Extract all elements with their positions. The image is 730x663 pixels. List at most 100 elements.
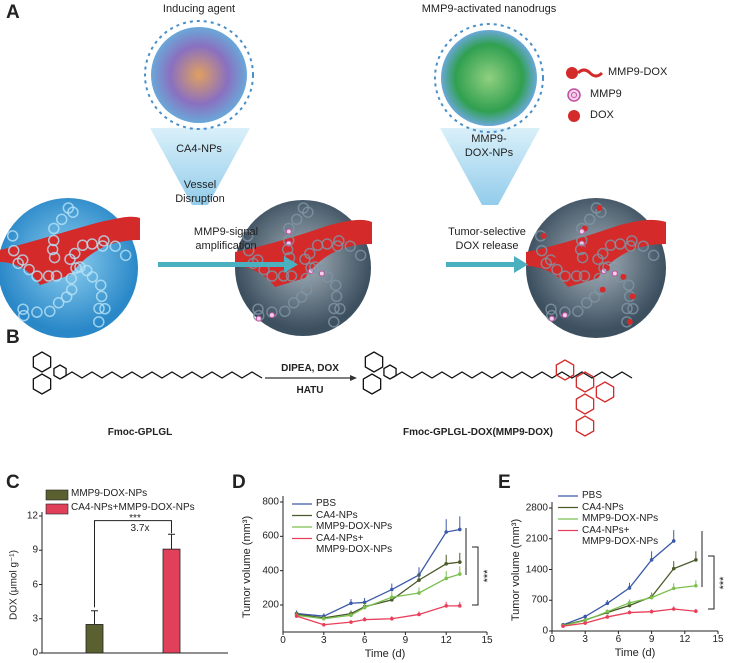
- y-tick-label: 9: [32, 544, 38, 556]
- tumor-cell: [47, 234, 60, 247]
- legend-mmp9: MMP9: [590, 88, 622, 100]
- legend-dox: DOX: [590, 109, 614, 121]
- significance-bracket: [94, 520, 172, 608]
- tumor-cell: [281, 243, 294, 256]
- tumor-cell: [331, 240, 344, 252]
- tumor-cell: [94, 279, 107, 291]
- tumor-cell: [290, 213, 303, 226]
- tumor-cell: [535, 244, 548, 257]
- enzyme-ring-icon: [567, 88, 581, 102]
- tumor-cell: [46, 243, 59, 256]
- significance-bracket: [708, 555, 715, 610]
- x-tick-label: 3: [582, 634, 588, 645]
- dox-dot: [599, 286, 606, 293]
- tumor-cell: [300, 272, 313, 285]
- bar: [85, 624, 104, 654]
- tumor-cell: [627, 303, 639, 315]
- tumor-cell: [76, 239, 89, 252]
- fold-change-label: 3.7x: [130, 522, 150, 534]
- tumor-cell: [74, 261, 86, 273]
- tumor-cell: [93, 316, 105, 328]
- tumor-cell: [64, 253, 76, 265]
- amplification-label-2: amplification: [195, 240, 257, 252]
- x-axis-label: Time (d): [364, 648, 406, 660]
- tumor-cell: [580, 297, 593, 309]
- tumor-cell: [65, 272, 78, 285]
- y-tick-label: 0: [32, 647, 38, 659]
- y-tick-label: 800: [262, 496, 279, 508]
- y-tick-label: 3: [32, 613, 38, 625]
- peptide-drug-icon: [566, 67, 604, 79]
- series-line: [296, 528, 460, 617]
- x-tick-label: 0: [549, 634, 555, 645]
- funnel-1: [150, 128, 250, 205]
- legend-label: PBS: [316, 498, 337, 509]
- panel-label-a: A: [6, 2, 20, 23]
- mmp9-dot: [561, 312, 568, 319]
- tumor-cell: [252, 303, 264, 315]
- x-tick-label: 6: [615, 634, 622, 645]
- panel-label-c: C: [6, 472, 20, 493]
- product-name: Fmoc-GPLGL-DOX(MMP9-DOX): [403, 427, 553, 438]
- tumor-cell: [18, 309, 30, 322]
- dox-dot: [629, 293, 636, 300]
- mmp9-dot: [268, 312, 275, 319]
- tumor-cell: [328, 316, 340, 328]
- x-tick-label: 12: [440, 635, 452, 646]
- tumor-cell: [551, 263, 563, 276]
- significance-label: ***: [129, 512, 141, 524]
- tumor-cell: [559, 270, 571, 282]
- legend-label: CA4-NPs+MMP9-DOX-NPs: [71, 502, 195, 513]
- tumor-cell: [300, 283, 313, 296]
- dox-dot: [626, 318, 633, 325]
- series-line: [562, 608, 696, 627]
- legend-label: CA4-NPs+: [316, 532, 364, 544]
- release-label-1: Tumor-selective: [448, 226, 526, 238]
- vessel-label-1: Vessel: [183, 179, 217, 191]
- tumor-cell: [570, 270, 583, 282]
- tumor-cell: [277, 270, 290, 282]
- tumor-cell: [241, 230, 254, 242]
- arrow-amplification: [158, 256, 298, 273]
- tumor-cell: [592, 253, 604, 265]
- panel-label-e: E: [498, 472, 511, 493]
- y-axis-label: DOX (μmol g⁻¹): [8, 550, 20, 620]
- tumor-cell: [50, 270, 63, 282]
- y-tick-label: 200: [262, 599, 279, 611]
- chain: [391, 371, 633, 379]
- tumor-cell: [48, 251, 61, 264]
- series-line: [562, 540, 675, 626]
- y-tick-label: 1400: [525, 564, 548, 575]
- mmp9-dox-nanoparticle: [441, 30, 537, 126]
- tumor-cell: [279, 305, 291, 318]
- tumor-cell: [62, 202, 75, 214]
- tumor-cell: [545, 303, 557, 315]
- inducing-agent-title: Inducing agent: [162, 3, 236, 15]
- ca4-nps-label: CA4-NPs: [176, 143, 222, 155]
- y-tick-label: 2800: [525, 502, 548, 514]
- tumor-cell: [593, 272, 606, 285]
- dox-dot: [580, 246, 587, 253]
- tumor-cell: [52, 297, 65, 309]
- legend-label: MMP9-DOX-NPs: [316, 544, 393, 555]
- y-axis-label: Tumor volume (mm³): [241, 515, 253, 619]
- series-line: [296, 605, 460, 626]
- significance-bracket: [472, 546, 479, 606]
- tumor-cell: [354, 249, 367, 262]
- tumor-cell: [622, 279, 635, 291]
- tumor-cell: [333, 235, 345, 247]
- tumor-cell: [23, 263, 35, 276]
- ring: [362, 373, 382, 395]
- tumor-cell: [98, 235, 110, 247]
- ring: [575, 393, 595, 415]
- tumor-cell: [81, 264, 93, 277]
- reagents-top: DIPEA, DOX: [281, 363, 339, 374]
- tumor-cell: [95, 290, 108, 303]
- series-line: [296, 561, 460, 619]
- y-axis-label: Tumor volume (mm³): [510, 518, 522, 621]
- ring: [32, 373, 52, 395]
- ring: [555, 359, 575, 381]
- reaction-arrow: [265, 375, 357, 381]
- tumor-cell: [626, 235, 638, 247]
